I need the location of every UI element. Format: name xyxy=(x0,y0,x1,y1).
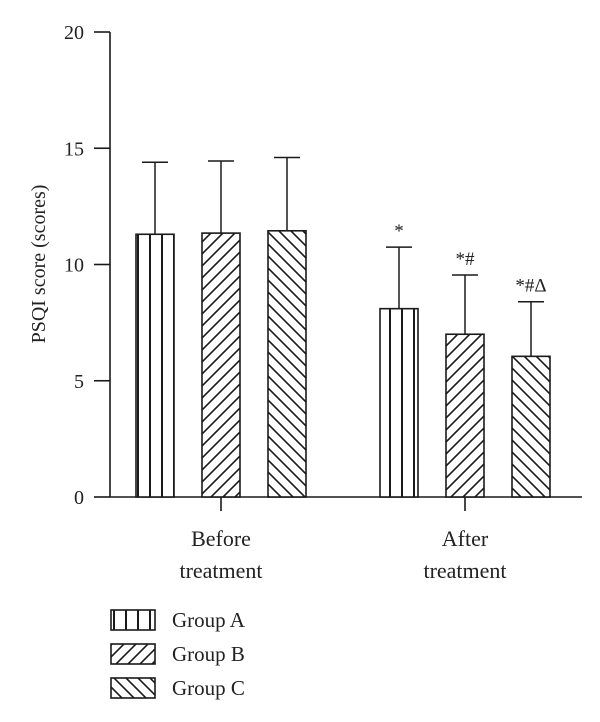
x-axis: Before treatment After treatment xyxy=(110,496,582,583)
y-tick-label: 20 xyxy=(64,22,84,44)
y-axis: 0 5 10 15 20 xyxy=(64,22,111,509)
significance-label: *# xyxy=(456,249,476,270)
bar-vertical xyxy=(379,307,419,498)
legend-swatch xyxy=(110,609,156,631)
legend-swatch xyxy=(110,677,156,699)
x-category-label: treatment xyxy=(423,558,506,583)
bar-diag-down xyxy=(267,229,307,498)
y-tick-label: 5 xyxy=(74,371,84,393)
legend: Group A Group B Group C xyxy=(110,608,246,700)
x-category-label: After xyxy=(442,526,489,551)
bar-diag-up xyxy=(445,333,485,498)
bar-diag-up xyxy=(201,232,241,498)
significance-label: *#Δ xyxy=(515,276,546,297)
bar-vertical xyxy=(135,233,175,498)
x-category-label: Before xyxy=(191,526,251,551)
legend-label: Group B xyxy=(172,642,245,666)
bar-diag-down xyxy=(511,355,551,498)
y-tick-label: 10 xyxy=(64,255,84,277)
legend-label: Group C xyxy=(172,676,245,700)
significance-label: * xyxy=(394,221,404,242)
y-axis-label: PSQI score (scores) xyxy=(28,185,50,344)
legend-label: Group A xyxy=(172,608,246,632)
bars: * *# *#Δ xyxy=(135,156,551,498)
legend-swatch xyxy=(110,643,156,665)
y-tick-label: 0 xyxy=(74,487,84,509)
x-category-label: treatment xyxy=(179,558,262,583)
y-tick-label: 15 xyxy=(64,138,84,160)
